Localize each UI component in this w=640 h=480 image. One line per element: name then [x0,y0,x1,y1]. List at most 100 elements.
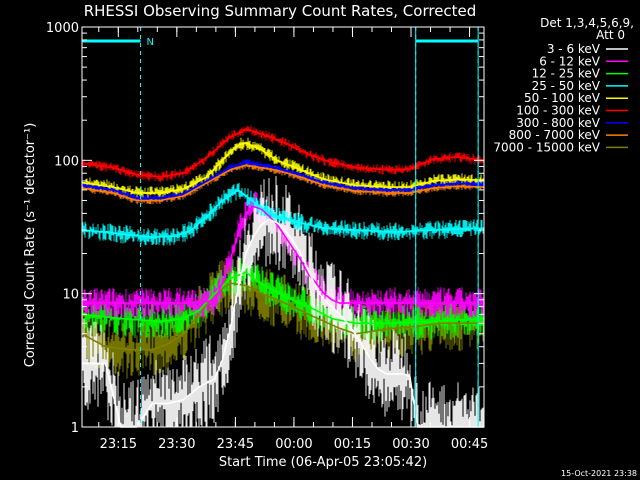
data-point [159,176,161,178]
data-point [245,142,247,144]
data-point [323,178,325,180]
data-point [229,169,231,171]
data-point [245,162,247,164]
legend-header-line2: Att 0 [596,28,625,42]
data-point [276,299,278,301]
data-point [104,231,107,233]
data-point [151,236,153,238]
data-point [315,282,317,284]
x-tick-label: 00:00 [275,437,312,452]
data-point [182,318,185,320]
data-point [307,273,309,275]
data-point [393,322,395,324]
plot-frame [81,26,485,428]
data-point [112,186,114,188]
data-point [260,164,263,166]
data-point [409,168,411,170]
data-point [175,235,177,237]
data-point [432,229,434,231]
data-point [206,180,208,182]
data-point [182,195,185,197]
data-point [307,223,309,226]
data-point [245,252,247,255]
footer-date: 15-Oct-2021 23:38 [561,469,637,478]
data-point [299,150,302,152]
data-point [159,197,161,199]
data-point [151,402,153,405]
chart-title: RHESSI Observing Summary Count Rates, Co… [84,2,477,20]
data-point [104,362,107,364]
y-axis-label: Corrected Count Rate (s⁻¹ detector⁻¹) [23,123,38,368]
data-point [409,192,411,194]
data-point [432,184,434,186]
data-point [299,176,302,178]
data-point [284,142,286,144]
data-point [136,174,138,176]
data-point [299,252,302,255]
legend-label: 300 - 800 keV [516,116,600,130]
data-point [362,346,364,348]
data-point [245,284,247,287]
data-point [370,359,372,361]
data-point [331,318,333,320]
data-point [112,167,114,169]
data-point [182,193,185,195]
data-point [167,402,169,405]
y-tick-label: 100 [54,154,79,169]
data-point [413,302,415,304]
data-point [385,186,388,188]
data-point [268,287,270,289]
night-marker-label: N [147,37,154,48]
x-tick-label: 23:30 [158,437,195,452]
data-point [299,259,302,261]
data-point [456,185,458,187]
data-point [237,287,239,289]
data-point [253,235,255,237]
data-point [229,136,231,138]
data-point [159,302,161,304]
data-point [315,309,317,311]
series-line-7 [81,164,485,202]
data-point [338,327,341,329]
data-point [378,368,380,371]
night-markers: N [82,27,479,427]
data-point [276,169,278,172]
data-point [112,192,114,194]
data-point [456,178,458,180]
data-point [401,373,403,375]
data-point [323,184,325,186]
data-point [104,346,107,348]
data-point [136,192,138,194]
data-point [128,349,130,351]
data-point [214,299,216,301]
data-point [284,235,286,237]
data-point [167,343,169,345]
data-point [393,231,395,233]
data-point [229,327,231,329]
y-tick-label: 1 [71,421,79,436]
data-point [206,182,208,184]
data-point [432,320,434,322]
data-point [456,156,458,158]
data-point [268,136,270,138]
data-point [385,169,388,171]
data-point [463,322,466,324]
data-point [323,320,325,322]
data-point [206,176,208,178]
data-point [206,215,208,217]
data-point [221,282,224,284]
legend-label: 25 - 50 keV [532,79,601,93]
data-point [221,359,224,361]
data-point [198,386,200,388]
data-point [260,149,263,151]
data-point [182,188,185,190]
data-point [307,269,309,271]
legend-label: 50 - 100 keV [524,91,601,105]
data-point [159,192,161,194]
data-point [253,277,255,280]
data-point [354,322,356,324]
data-point [354,190,356,192]
data-point [182,399,185,401]
data-point [276,222,278,224]
